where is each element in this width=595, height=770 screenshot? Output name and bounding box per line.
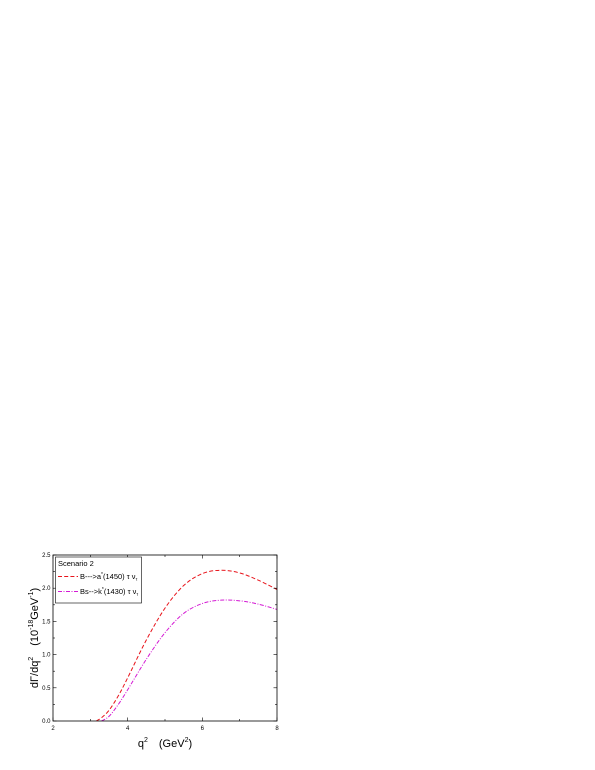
x-tick-label: 6	[201, 726, 205, 732]
x-axis-title: q2 (GeV2)	[138, 737, 192, 750]
y-tick-label: 1.5	[42, 619, 51, 625]
x-tick-label: 2	[51, 726, 55, 732]
legend: Scenario 2 B--->a*(1450) τ ντ Bs-->k*(1430…	[55, 556, 142, 604]
x-tick-label: 8	[275, 726, 279, 732]
y-tick-label: 0.0	[42, 719, 51, 725]
y-axis-title: dΓ/dq2 (10-18GeV-1)	[28, 588, 41, 688]
y-tick-label: 1.0	[42, 653, 51, 659]
y-tick-label: 2.5	[42, 553, 51, 559]
legend-box	[55, 556, 142, 604]
series-group	[96, 569, 277, 721]
series-line-1	[96, 569, 277, 721]
y-tick-label: 2.0	[42, 586, 51, 592]
legend-label-1: B--->a*(1450) τ ντ	[80, 572, 138, 582]
legend-title: Scenario 2	[58, 559, 94, 568]
x-tick-label: 4	[126, 726, 130, 732]
legend-label-2: Bs-->k*(1430) τ ντ	[80, 587, 138, 597]
series-line-2	[101, 599, 277, 721]
plot-area: 2 4 6 8 0.0 0.5 1.0 1.5 2.0 2.5 q2 (GeV2) dΓ/dq2 (1…	[28, 553, 279, 750]
y-tick-label: 0.5	[42, 686, 51, 692]
